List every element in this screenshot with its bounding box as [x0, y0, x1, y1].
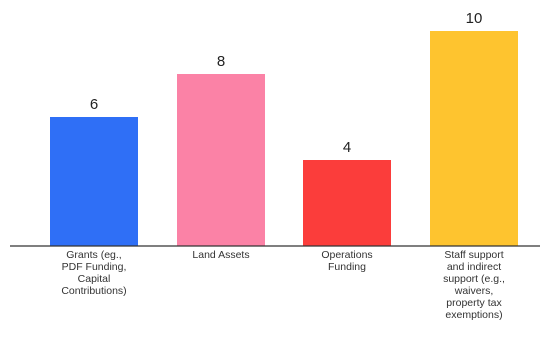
category-label-line: Capital — [78, 273, 111, 285]
value-labels-group: 6 8 4 10 — [90, 10, 483, 156]
category-label-line: property tax — [446, 297, 502, 309]
category-label-line: Grants (eg., — [66, 249, 121, 261]
category-labels-group: Grants (eg., PDF Funding, Capital Contribut… — [61, 249, 505, 321]
category-label-line: exemptions) — [445, 309, 502, 321]
category-label-line: and indirect — [447, 261, 501, 273]
value-label-1: 6 — [90, 96, 98, 113]
category-label-4: Staff support and indirect support (e.g., w… — [443, 249, 505, 321]
category-label-2: Land Assets — [192, 249, 249, 261]
category-label-line: waivers, — [454, 285, 494, 297]
value-label-3: 4 — [343, 139, 351, 156]
category-label-line: Operations — [321, 249, 372, 261]
bar-2 — [177, 74, 265, 246]
category-label-line: Staff support — [444, 249, 503, 261]
value-label-4: 10 — [466, 10, 483, 27]
category-label-1: Grants (eg., PDF Funding, Capital Contribut… — [61, 249, 126, 297]
category-label-line: Funding — [328, 261, 366, 273]
bar-1 — [50, 117, 138, 246]
bars-group — [50, 31, 518, 246]
value-label-2: 8 — [217, 53, 225, 70]
category-label-line: PDF Funding, — [62, 261, 127, 273]
category-label-line: Contributions) — [61, 285, 126, 297]
category-label-3: Operations Funding — [321, 249, 372, 273]
category-label-line: support (e.g., — [443, 273, 505, 285]
category-label-line: Land Assets — [192, 249, 249, 261]
bar-3 — [303, 160, 391, 246]
bar-4 — [430, 31, 518, 246]
